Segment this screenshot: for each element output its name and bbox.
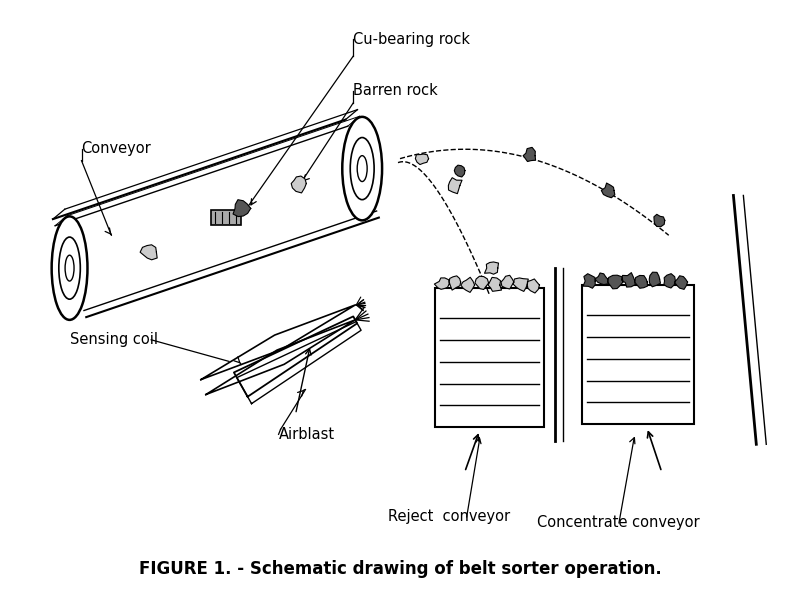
Bar — [435, 288, 544, 428]
Bar — [211, 210, 241, 226]
Polygon shape — [233, 200, 250, 217]
Ellipse shape — [342, 117, 382, 220]
Polygon shape — [237, 322, 361, 403]
Polygon shape — [461, 277, 474, 292]
Polygon shape — [488, 277, 502, 292]
Text: Sensing coil: Sensing coil — [70, 332, 158, 348]
Polygon shape — [527, 279, 539, 293]
Text: FIGURE 1. - Schematic drawing of belt sorter operation.: FIGURE 1. - Schematic drawing of belt so… — [138, 560, 662, 578]
Ellipse shape — [65, 255, 74, 281]
Text: Barren rock: Barren rock — [354, 84, 438, 98]
Polygon shape — [607, 275, 623, 289]
Text: Cu-bearing rock: Cu-bearing rock — [354, 32, 470, 47]
Polygon shape — [654, 214, 665, 227]
Polygon shape — [449, 276, 461, 290]
Polygon shape — [206, 320, 355, 395]
Polygon shape — [201, 305, 355, 379]
Text: Reject  conveyor: Reject conveyor — [388, 509, 510, 524]
Polygon shape — [485, 262, 498, 274]
Polygon shape — [595, 273, 608, 284]
Polygon shape — [291, 176, 306, 193]
Bar — [582, 285, 694, 425]
Polygon shape — [674, 276, 687, 289]
Ellipse shape — [59, 237, 80, 299]
Polygon shape — [448, 178, 462, 194]
Polygon shape — [415, 154, 429, 164]
Text: Concentrate conveyor: Concentrate conveyor — [538, 515, 700, 531]
Polygon shape — [650, 272, 661, 287]
Polygon shape — [602, 183, 615, 198]
Polygon shape — [475, 276, 489, 290]
Text: Conveyor: Conveyor — [82, 141, 151, 156]
Polygon shape — [140, 245, 157, 260]
Polygon shape — [501, 275, 514, 289]
Ellipse shape — [350, 138, 374, 200]
Polygon shape — [634, 276, 647, 288]
Polygon shape — [513, 278, 528, 292]
Text: Airblast: Airblast — [278, 427, 334, 442]
Polygon shape — [523, 147, 535, 161]
Polygon shape — [664, 274, 675, 288]
Polygon shape — [583, 274, 595, 288]
Ellipse shape — [358, 155, 367, 181]
Ellipse shape — [52, 216, 87, 320]
Polygon shape — [234, 316, 357, 397]
Polygon shape — [434, 278, 450, 289]
Polygon shape — [454, 165, 465, 177]
Polygon shape — [622, 273, 635, 287]
